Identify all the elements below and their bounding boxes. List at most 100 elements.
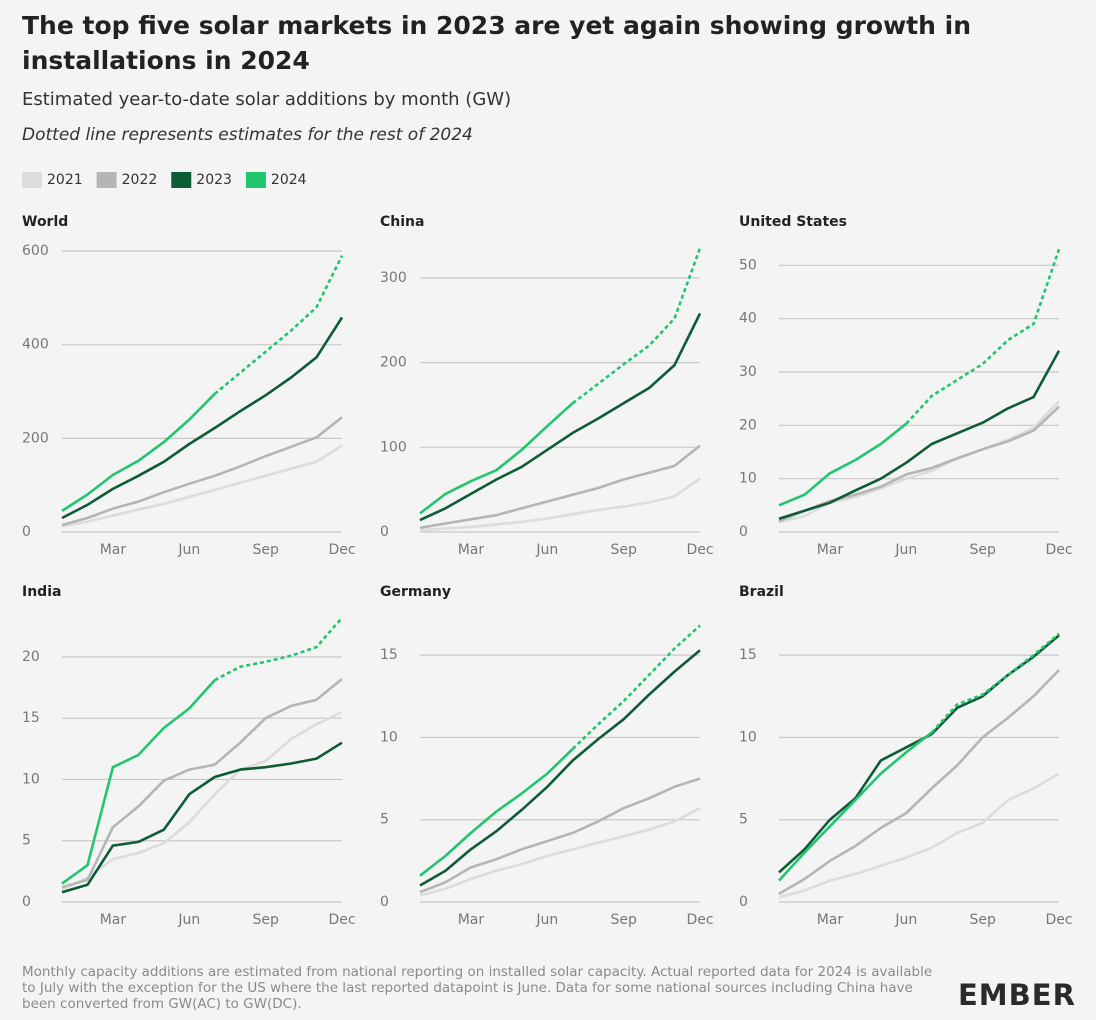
y-tick-label: 15 [22,710,40,726]
x-tick-label: Jun [177,542,200,558]
y-tick-label: 50 [739,257,757,273]
line-2021 [61,710,343,891]
line-2024 [419,402,574,515]
line-2021 [419,477,701,532]
estimate-line [905,248,1061,425]
y-tick-label: 0 [739,524,748,540]
x-tick-label: Dec [328,912,355,928]
estimate-line [213,255,344,395]
x-tick-label: Dec [686,542,713,558]
title: The top five solar markets in 2023 are y… [22,11,971,75]
x-tick-label: Jun [535,542,558,558]
x-tick-label: Sep [610,912,637,928]
line-2022 [778,669,1060,895]
x-tick-label: Jun [535,912,558,928]
x-tick-label: Mar [100,912,127,928]
line-2022 [419,777,701,894]
line-2021 [778,772,1060,899]
y-tick-label: 30 [739,364,757,380]
y-tick-label: 5 [22,833,31,849]
y-tick-label: 10 [22,771,40,787]
line-2022 [61,416,343,527]
y-tick-label: 100 [380,439,407,455]
legend-swatch [22,172,42,188]
line-2024 [778,422,908,507]
estimate-line [571,247,702,405]
x-tick-label: Jun [177,912,200,928]
x-tick-label: Mar [100,542,127,558]
panel-title: United States [739,214,847,230]
line-2023 [778,634,1060,874]
y-tick-label: 5 [739,812,748,828]
y-tick-label: 10 [739,471,757,487]
line-2024 [61,679,216,885]
y-tick-label: 20 [22,649,40,665]
line-2023 [778,350,1061,520]
y-tick-label: 200 [22,430,49,446]
x-tick-label: Dec [328,542,355,558]
legend-swatch [96,172,117,188]
x-tick-label: Jun [894,912,917,928]
legend-label: 2024 [271,172,307,188]
line-2024 [778,731,933,882]
source-note: Monthly capacity additions are estimated… [22,964,933,1012]
line-2023 [419,649,701,887]
x-tick-label: Sep [610,542,637,558]
x-tick-label: Sep [252,542,279,558]
panel-title: China [380,214,424,230]
legend-label: 2023 [196,172,232,188]
x-tick-label: Mar [458,542,485,558]
estimate-line [571,624,701,750]
legend-label: 2021 [47,172,83,188]
line-2021 [61,444,343,528]
x-tick-label: Dec [1045,542,1072,558]
y-tick-label: 10 [380,729,398,745]
subtitle: Estimated year-to-date solar additions b… [22,89,512,110]
y-tick-label: 300 [380,270,407,286]
y-tick-label: 400 [22,337,49,353]
x-tick-label: Jun [894,542,917,558]
y-tick-label: 5 [380,812,389,828]
x-tick-label: Mar [817,912,844,928]
x-tick-label: Sep [969,542,996,558]
line-2023 [61,316,344,520]
y-tick-label: 0 [739,894,748,910]
panel-title: Brazil [739,584,784,600]
line-2022 [778,405,1060,523]
estimate-line [214,616,343,682]
y-tick-label: 0 [22,894,31,910]
y-tick-label: 0 [380,894,389,910]
y-tick-label: 15 [380,647,398,663]
legend-swatch [245,172,266,188]
x-tick-label: Mar [817,542,844,558]
legend-label: 2022 [122,172,158,188]
line-2022 [419,444,701,530]
x-tick-label: Sep [252,912,279,928]
panel-title: India [22,584,61,600]
note: Dotted line represents estimates for the… [22,125,473,145]
y-tick-label: 15 [739,647,757,663]
line-2023 [419,312,702,522]
logo: EMBER [958,978,1076,1012]
y-tick-label: 10 [739,729,757,745]
legend-swatch [171,172,192,188]
x-tick-label: Dec [686,912,713,928]
estimate-line [930,632,1060,734]
y-tick-label: 20 [739,417,757,433]
y-tick-label: 0 [380,524,389,540]
x-tick-label: Dec [1045,912,1072,928]
y-tick-label: 200 [380,355,407,371]
line-2021 [419,807,701,897]
line-2023 [61,741,343,894]
panel-title: World [22,214,68,230]
y-tick-label: 600 [22,243,49,259]
line-2022 [61,677,343,889]
x-tick-label: Mar [458,912,485,928]
line-2024 [61,392,216,512]
panel-title: Germany [380,584,451,600]
y-tick-label: 0 [22,524,31,540]
line-2024 [419,747,574,877]
y-tick-label: 40 [739,311,757,327]
